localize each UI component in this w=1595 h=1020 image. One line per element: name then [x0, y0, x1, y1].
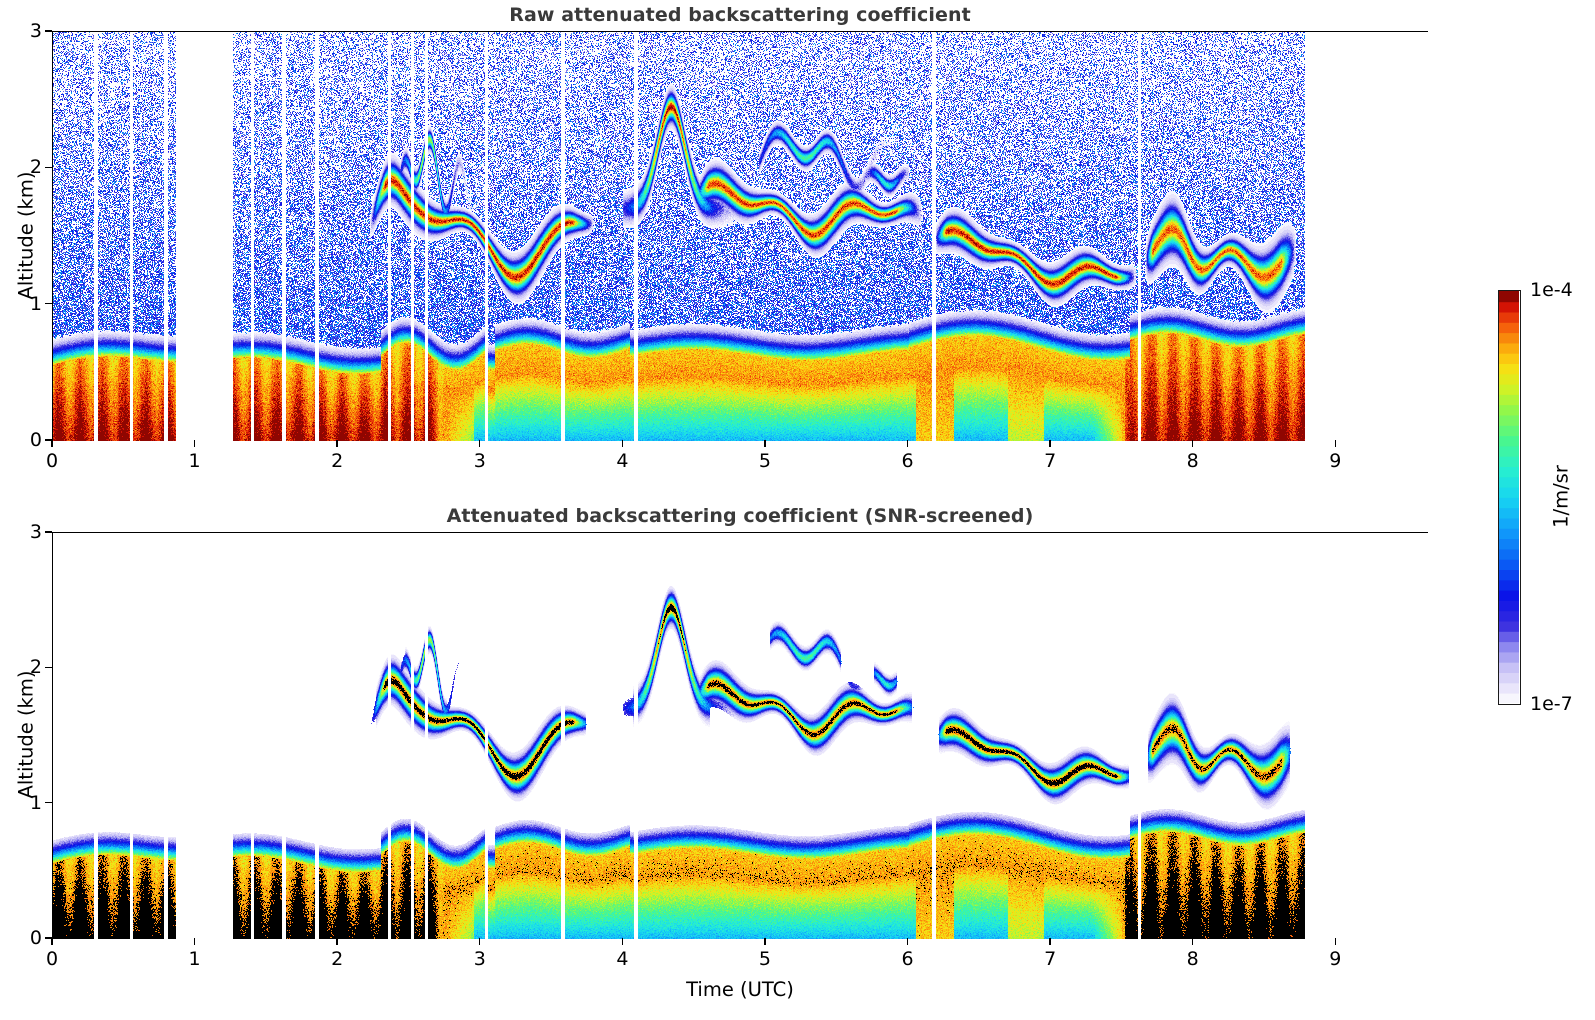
x-tick — [1192, 938, 1194, 945]
x-tick — [1049, 938, 1051, 945]
x-tick-label: 0 — [45, 948, 59, 970]
x-tick — [1192, 440, 1194, 447]
x-tick — [1334, 938, 1336, 945]
x-tick-label: 3 — [473, 948, 486, 970]
x-tick — [193, 440, 196, 447]
x-tick — [764, 440, 766, 447]
y-tick — [45, 666, 52, 669]
colorbar-max-label: 1e-4 — [1530, 279, 1573, 301]
x-tick-label: 6 — [901, 450, 914, 472]
x-tick — [193, 938, 196, 945]
y-tick-label: 1 — [29, 791, 42, 814]
y-tick — [45, 439, 52, 441]
x-tick — [336, 440, 338, 447]
x-tick — [906, 440, 909, 447]
x-tick — [621, 938, 624, 945]
x-tick — [764, 938, 766, 945]
y-tick-label: 0 — [29, 429, 42, 451]
panel-title-raw: Raw attenuated backscattering coefficien… — [509, 4, 971, 26]
y-tick-label: 3 — [29, 521, 42, 543]
x-tick — [1049, 440, 1051, 447]
x-tick-label: 0 — [45, 450, 59, 472]
panel-title-screened: Attenuated backscattering coefficient (S… — [446, 505, 1034, 527]
y-tick — [45, 531, 52, 533]
colorbar-min-label: 1e-7 — [1530, 693, 1573, 715]
x-tick — [621, 440, 624, 447]
x-tick-label: 8 — [1186, 450, 1199, 472]
x-tick-label: 5 — [758, 450, 771, 472]
x-tick — [51, 440, 53, 447]
y-tick-label: 2 — [29, 656, 42, 679]
y-tick-label: 1 — [29, 292, 42, 315]
x-tick-label: 5 — [758, 948, 771, 970]
x-tick-label: 6 — [901, 948, 914, 970]
x-tick — [1334, 440, 1336, 447]
plot-axes-raw[interactable] — [52, 31, 1429, 441]
y-tick — [45, 30, 52, 32]
x-tick — [479, 938, 481, 945]
plot-axes-screened[interactable] — [52, 532, 1429, 939]
x-tick-label: 1 — [188, 450, 201, 472]
colorbar[interactable] — [1498, 290, 1521, 705]
y-tick-label: 3 — [29, 20, 42, 42]
x-tick — [51, 938, 53, 945]
x-tick-label: 4 — [616, 948, 629, 970]
x-tick-label: 7 — [1044, 450, 1057, 472]
x-tick — [336, 938, 338, 945]
x-tick — [906, 938, 909, 945]
y-tick — [45, 801, 52, 804]
x-tick-label: 1 — [188, 948, 201, 970]
x-tick-label: 2 — [331, 450, 344, 472]
colorbar-unit-label: 1/m/sr — [1549, 464, 1573, 528]
y-tick — [45, 937, 52, 939]
x-tick-label: 9 — [1329, 450, 1342, 472]
x-axis-label: Time (UTC) — [686, 978, 794, 1001]
x-tick-label: 8 — [1186, 948, 1199, 970]
x-tick-label: 7 — [1044, 948, 1057, 970]
y-tick — [45, 302, 52, 305]
x-tick-label: 3 — [473, 450, 486, 472]
y-tick — [45, 166, 52, 169]
x-tick-label: 2 — [331, 948, 344, 970]
x-tick — [479, 440, 481, 447]
x-tick-label: 9 — [1329, 948, 1342, 970]
y-tick-label: 2 — [29, 156, 42, 179]
x-tick-label: 4 — [616, 450, 629, 472]
y-tick-label: 0 — [29, 927, 42, 949]
